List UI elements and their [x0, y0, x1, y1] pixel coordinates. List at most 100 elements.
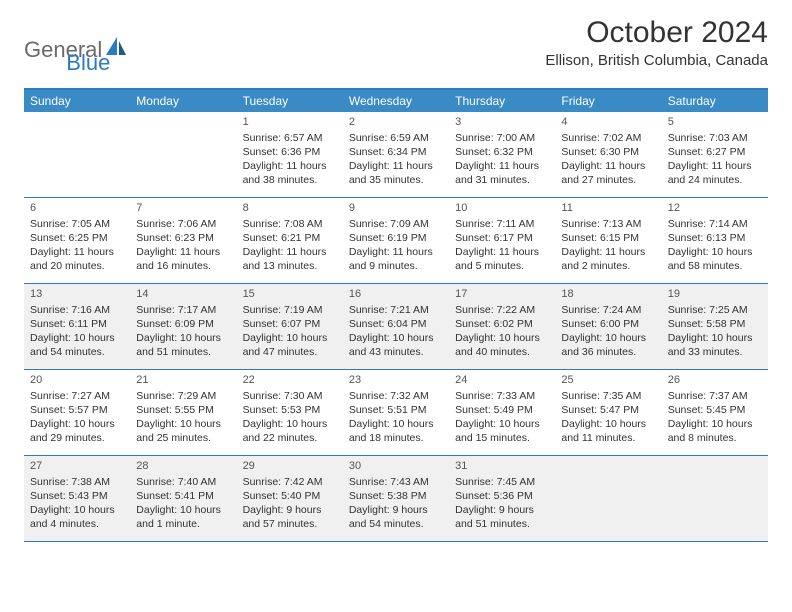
day-dl1: Daylight: 10 hours	[136, 331, 230, 345]
calendar-cell: 16Sunrise: 7:21 AMSunset: 6:04 PMDayligh…	[343, 284, 449, 370]
day-dl2: and 15 minutes.	[455, 431, 549, 445]
calendar-cell: 22Sunrise: 7:30 AMSunset: 5:53 PMDayligh…	[237, 370, 343, 456]
day-sunset: Sunset: 6:21 PM	[243, 231, 337, 245]
day-sunrise: Sunrise: 7:13 AM	[561, 217, 655, 231]
day-number: 29	[243, 459, 337, 474]
calendar-cell: 28Sunrise: 7:40 AMSunset: 5:41 PMDayligh…	[130, 456, 236, 542]
day-dl2: and 58 minutes.	[668, 259, 762, 273]
day-dl2: and 5 minutes.	[455, 259, 549, 273]
day-dl2: and 9 minutes.	[349, 259, 443, 273]
day-sunrise: Sunrise: 7:06 AM	[136, 217, 230, 231]
calendar-cell	[24, 112, 130, 198]
day-sunrise: Sunrise: 7:33 AM	[455, 389, 549, 403]
calendar-cell: 9Sunrise: 7:09 AMSunset: 6:19 PMDaylight…	[343, 198, 449, 284]
day-sunrise: Sunrise: 7:32 AM	[349, 389, 443, 403]
day-number: 6	[30, 201, 124, 216]
day-dl1: Daylight: 10 hours	[136, 417, 230, 431]
day-number: 25	[561, 373, 655, 388]
day-number: 1	[243, 115, 337, 130]
calendar-cell: 6Sunrise: 7:05 AMSunset: 6:25 PMDaylight…	[24, 198, 130, 284]
day-sunrise: Sunrise: 7:43 AM	[349, 475, 443, 489]
day-sunset: Sunset: 5:57 PM	[30, 403, 124, 417]
day-dl1: Daylight: 10 hours	[30, 503, 124, 517]
calendar-cell: 29Sunrise: 7:42 AMSunset: 5:40 PMDayligh…	[237, 456, 343, 542]
day-sunrise: Sunrise: 7:14 AM	[668, 217, 762, 231]
day-sunset: Sunset: 6:07 PM	[243, 317, 337, 331]
day-sunrise: Sunrise: 7:19 AM	[243, 303, 337, 317]
day-header: Sunday	[24, 90, 130, 112]
day-number: 19	[668, 287, 762, 302]
day-sunrise: Sunrise: 7:00 AM	[455, 131, 549, 145]
calendar-cell: 3Sunrise: 7:00 AMSunset: 6:32 PMDaylight…	[449, 112, 555, 198]
day-dl2: and 16 minutes.	[136, 259, 230, 273]
day-dl1: Daylight: 11 hours	[668, 159, 762, 173]
calendar-cell: 30Sunrise: 7:43 AMSunset: 5:38 PMDayligh…	[343, 456, 449, 542]
calendar-cell: 10Sunrise: 7:11 AMSunset: 6:17 PMDayligh…	[449, 198, 555, 284]
day-dl2: and 31 minutes.	[455, 173, 549, 187]
calendar-cell: 5Sunrise: 7:03 AMSunset: 6:27 PMDaylight…	[662, 112, 768, 198]
calendar-cell: 14Sunrise: 7:17 AMSunset: 6:09 PMDayligh…	[130, 284, 236, 370]
day-dl2: and 2 minutes.	[561, 259, 655, 273]
day-number: 18	[561, 287, 655, 302]
location: Ellison, British Columbia, Canada	[545, 52, 768, 69]
day-dl2: and 47 minutes.	[243, 345, 337, 359]
day-sunrise: Sunrise: 7:05 AM	[30, 217, 124, 231]
day-sunrise: Sunrise: 7:29 AM	[136, 389, 230, 403]
header: General Blue October 2024 Ellison, Briti…	[24, 16, 768, 76]
day-sunset: Sunset: 5:55 PM	[136, 403, 230, 417]
day-number: 17	[455, 287, 549, 302]
day-sunset: Sunset: 5:43 PM	[30, 489, 124, 503]
day-sunrise: Sunrise: 7:09 AM	[349, 217, 443, 231]
day-dl2: and 43 minutes.	[349, 345, 443, 359]
day-number: 3	[455, 115, 549, 130]
day-sunrise: Sunrise: 7:40 AM	[136, 475, 230, 489]
month-title: October 2024	[545, 16, 768, 50]
calendar-cell: 18Sunrise: 7:24 AMSunset: 6:00 PMDayligh…	[555, 284, 661, 370]
day-number: 8	[243, 201, 337, 216]
day-number: 15	[243, 287, 337, 302]
day-sunset: Sunset: 6:15 PM	[561, 231, 655, 245]
day-dl2: and 8 minutes.	[668, 431, 762, 445]
day-dl2: and 24 minutes.	[668, 173, 762, 187]
day-sunrise: Sunrise: 7:16 AM	[30, 303, 124, 317]
day-sunset: Sunset: 5:41 PM	[136, 489, 230, 503]
day-sunrise: Sunrise: 7:21 AM	[349, 303, 443, 317]
day-sunset: Sunset: 6:11 PM	[30, 317, 124, 331]
day-dl1: Daylight: 11 hours	[243, 245, 337, 259]
day-dl1: Daylight: 11 hours	[455, 159, 549, 173]
day-dl1: Daylight: 11 hours	[561, 159, 655, 173]
calendar-grid: SundayMondayTuesdayWednesdayThursdayFrid…	[24, 88, 768, 542]
day-number: 31	[455, 459, 549, 474]
day-sunrise: Sunrise: 7:11 AM	[455, 217, 549, 231]
day-number: 16	[349, 287, 443, 302]
day-header: Saturday	[662, 90, 768, 112]
day-dl2: and 51 minutes.	[455, 517, 549, 531]
day-sunset: Sunset: 6:19 PM	[349, 231, 443, 245]
calendar-cell: 26Sunrise: 7:37 AMSunset: 5:45 PMDayligh…	[662, 370, 768, 456]
day-dl2: and 4 minutes.	[30, 517, 124, 531]
day-dl1: Daylight: 11 hours	[561, 245, 655, 259]
day-sunset: Sunset: 6:32 PM	[455, 145, 549, 159]
logo-text-blue: Blue	[66, 50, 110, 76]
day-sunrise: Sunrise: 7:42 AM	[243, 475, 337, 489]
calendar-cell: 15Sunrise: 7:19 AMSunset: 6:07 PMDayligh…	[237, 284, 343, 370]
day-dl1: Daylight: 10 hours	[668, 331, 762, 345]
day-dl1: Daylight: 10 hours	[243, 331, 337, 345]
day-dl2: and 33 minutes.	[668, 345, 762, 359]
day-dl2: and 22 minutes.	[243, 431, 337, 445]
day-sunrise: Sunrise: 7:08 AM	[243, 217, 337, 231]
day-header: Friday	[555, 90, 661, 112]
day-number: 27	[30, 459, 124, 474]
day-sunset: Sunset: 6:25 PM	[30, 231, 124, 245]
calendar-cell: 2Sunrise: 6:59 AMSunset: 6:34 PMDaylight…	[343, 112, 449, 198]
day-number: 24	[455, 373, 549, 388]
day-dl2: and 20 minutes.	[30, 259, 124, 273]
day-sunset: Sunset: 6:34 PM	[349, 145, 443, 159]
day-sunset: Sunset: 6:04 PM	[349, 317, 443, 331]
day-sunset: Sunset: 6:02 PM	[455, 317, 549, 331]
day-dl1: Daylight: 9 hours	[243, 503, 337, 517]
day-dl2: and 57 minutes.	[243, 517, 337, 531]
day-sunrise: Sunrise: 7:30 AM	[243, 389, 337, 403]
calendar-cell	[662, 456, 768, 542]
day-dl1: Daylight: 10 hours	[455, 417, 549, 431]
